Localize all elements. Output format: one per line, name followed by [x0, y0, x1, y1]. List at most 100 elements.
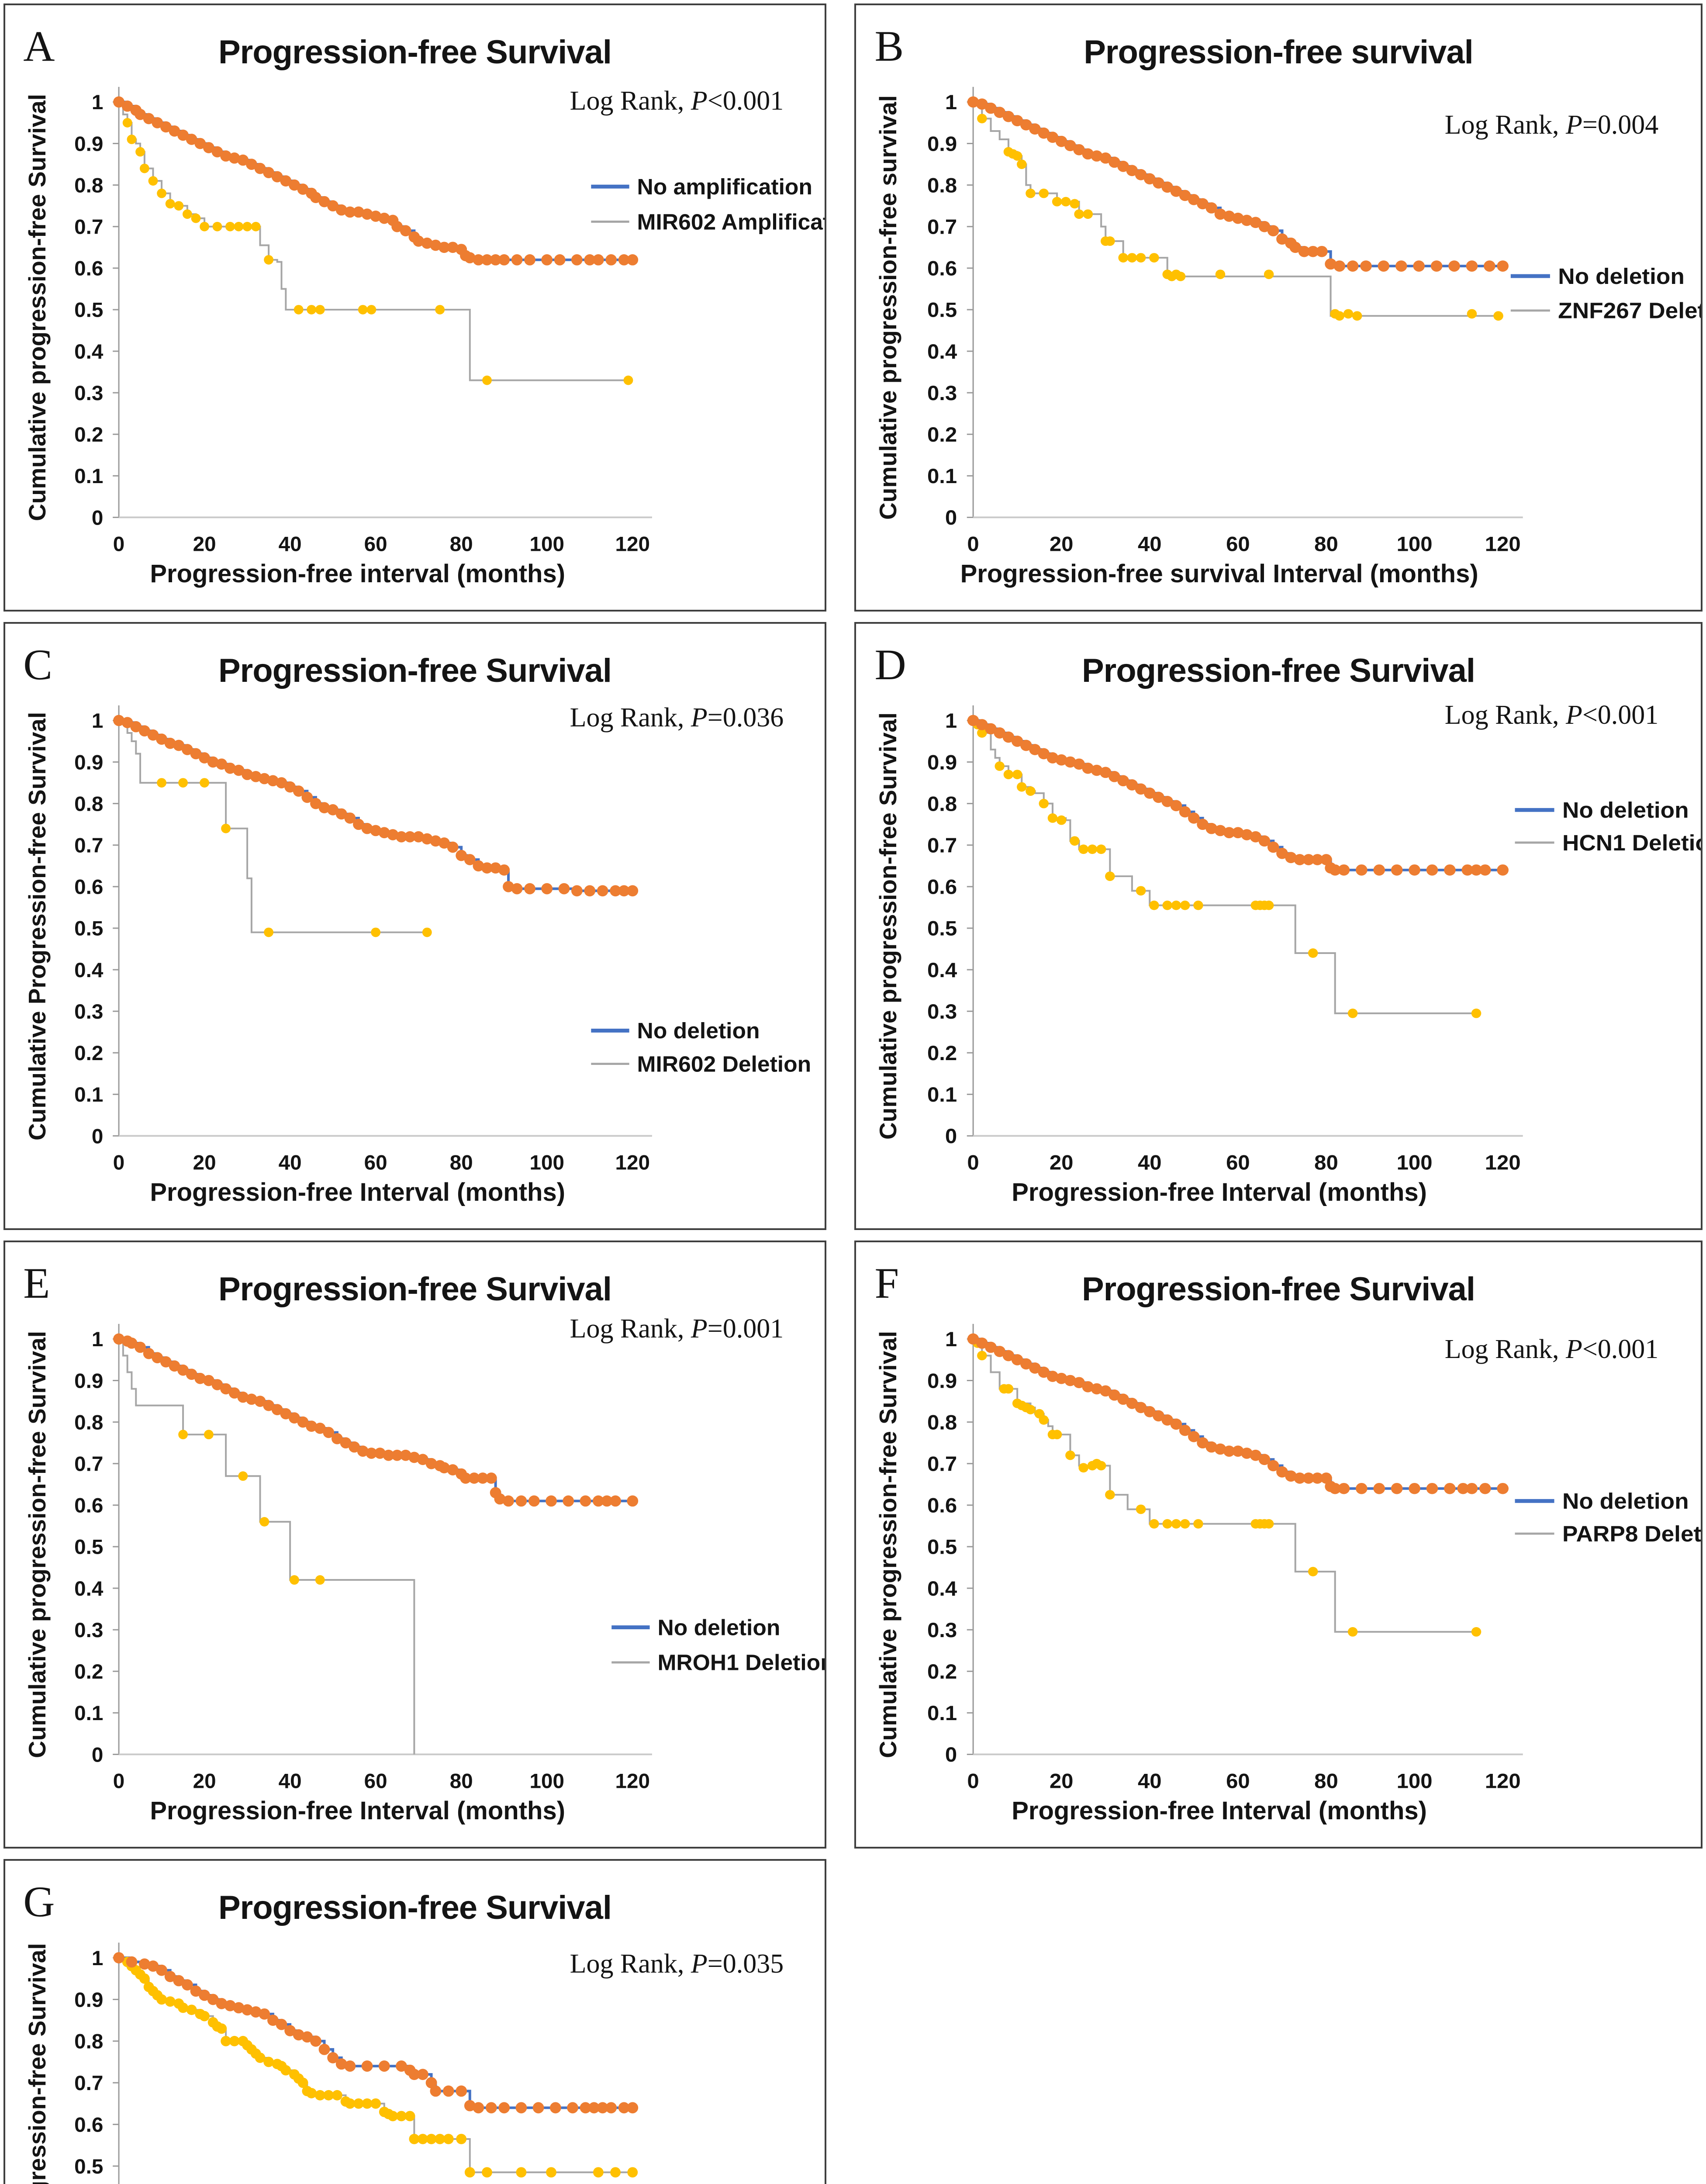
censor-marker: [1289, 242, 1302, 253]
censor-marker: [138, 1958, 150, 1970]
legend-label: PARP8 Deletion: [1562, 1522, 1701, 1547]
censor-marker: [593, 2167, 604, 2178]
censor-marker: [181, 744, 193, 755]
censor-marker: [425, 1458, 437, 1469]
censor-marker: [1214, 1443, 1226, 1455]
y-tick-label: 0.6: [927, 257, 957, 280]
censor-marker: [203, 142, 214, 153]
x-tick-label: 100: [530, 533, 564, 556]
censor-marker: [1029, 1362, 1041, 1374]
censor-marker: [237, 1391, 249, 1403]
censor-marker: [190, 1985, 202, 1997]
censor-marker: [580, 2102, 591, 2114]
censor-marker: [276, 777, 287, 788]
censor-marker: [293, 2029, 304, 2041]
censor-marker: [1188, 812, 1200, 824]
censor-marker: [976, 719, 988, 730]
censor-marker: [554, 254, 566, 266]
legend-label: No deletion: [1562, 1489, 1689, 1514]
x-tick-label: 20: [193, 1151, 216, 1175]
y-tick-label: 0.2: [927, 1660, 957, 1683]
censor-marker: [1285, 1470, 1297, 1482]
censor-marker: [468, 1472, 480, 1484]
censor-marker: [345, 2098, 356, 2109]
censor-marker: [1046, 131, 1059, 143]
censor-marker: [400, 1449, 411, 1461]
censor-marker: [460, 1472, 471, 1484]
censor-marker: [1026, 786, 1036, 796]
censor-marker: [498, 254, 510, 266]
censor-marker: [977, 728, 987, 738]
censor-marker: [301, 2031, 313, 2043]
annotation-prefix: Log Rank,: [570, 86, 691, 116]
censor-marker: [1002, 111, 1015, 122]
censor-marker: [327, 2052, 339, 2063]
censor-marker: [366, 305, 376, 314]
censor-marker: [1087, 844, 1098, 854]
chart-title: Progression-free Survival: [218, 1270, 612, 1308]
censor-marker: [511, 254, 523, 266]
censor-marker: [1136, 886, 1146, 896]
y-tick-label: 0.4: [74, 340, 104, 363]
censor-marker: [199, 1990, 210, 2001]
y-tick-label: 0.3: [927, 382, 957, 405]
y-tick-label: 0.6: [74, 2113, 103, 2136]
censor-marker: [1070, 836, 1080, 846]
censor-marker: [186, 2004, 197, 2015]
censor-marker: [204, 1430, 214, 1440]
x-tick-label: 40: [279, 533, 302, 556]
km-chart-D: 0 0.1 0.2 0.3 0.4 0.5 0.6 0.7 0.8 0.9 1 0 20 40 60 80 10…: [927, 705, 1701, 1174]
legend-label: No deletion: [1562, 798, 1689, 823]
censor-marker: [1444, 864, 1456, 876]
censor-marker: [456, 2085, 467, 2097]
censor-marker: [246, 1393, 257, 1405]
censor-marker: [967, 96, 979, 108]
censor-marker: [370, 825, 382, 836]
censor-marker: [1285, 852, 1297, 864]
censor-marker: [408, 1451, 420, 1463]
censor-marker: [289, 1412, 300, 1424]
censor-marker: [1391, 1482, 1403, 1494]
censor-marker: [442, 2085, 454, 2097]
censor-marker: [1070, 199, 1080, 209]
x-tick-label: 60: [364, 533, 387, 556]
censor-marker: [327, 200, 339, 212]
censor-marker: [977, 1351, 987, 1361]
censor-marker: [515, 1495, 527, 1507]
censor-marker: [1467, 309, 1477, 319]
x-tick-label: 40: [1138, 532, 1162, 556]
censor-marker: [976, 98, 988, 110]
censor-marker: [1430, 260, 1443, 272]
x-tick-label: 60: [364, 1151, 387, 1175]
censor-marker: [1343, 309, 1354, 319]
censor-marker: [267, 2015, 279, 2026]
censor-marker: [1170, 1418, 1182, 1430]
censor-marker: [1214, 208, 1226, 220]
x-axis-label: Progression-free Interval (months): [150, 1796, 566, 1825]
censor-marker: [200, 778, 210, 788]
censor-marker: [165, 199, 175, 209]
censor-marker: [439, 837, 450, 849]
y-tick-label: 0.3: [74, 1000, 103, 1023]
censor-marker: [1197, 1437, 1209, 1449]
censor-marker: [164, 737, 176, 749]
chart-title: Progression-free Survival: [1081, 1270, 1475, 1308]
censor-marker: [221, 823, 231, 833]
censor-marker: [225, 221, 235, 232]
censor-marker: [1082, 1381, 1094, 1393]
censor-marker: [1002, 1350, 1015, 1362]
censor-marker: [1457, 1482, 1469, 1494]
censor-marker: [1020, 1358, 1032, 1370]
censor-marker: [259, 2008, 270, 2020]
y-tick-label: 0.4: [74, 1577, 104, 1600]
censor-marker: [264, 255, 274, 265]
censor-marker: [413, 831, 425, 843]
censor-marker: [1448, 260, 1460, 272]
censor-marker: [1135, 1402, 1147, 1413]
y-tick-label: 0.8: [927, 1411, 957, 1434]
log-rank-annotation: Log Rank, P=0.001: [570, 1313, 784, 1344]
x-axis-label: Progression-free interval (months): [150, 559, 566, 588]
censor-marker: [174, 201, 184, 211]
censor-marker: [1105, 1490, 1115, 1500]
censor-marker: [160, 121, 172, 133]
